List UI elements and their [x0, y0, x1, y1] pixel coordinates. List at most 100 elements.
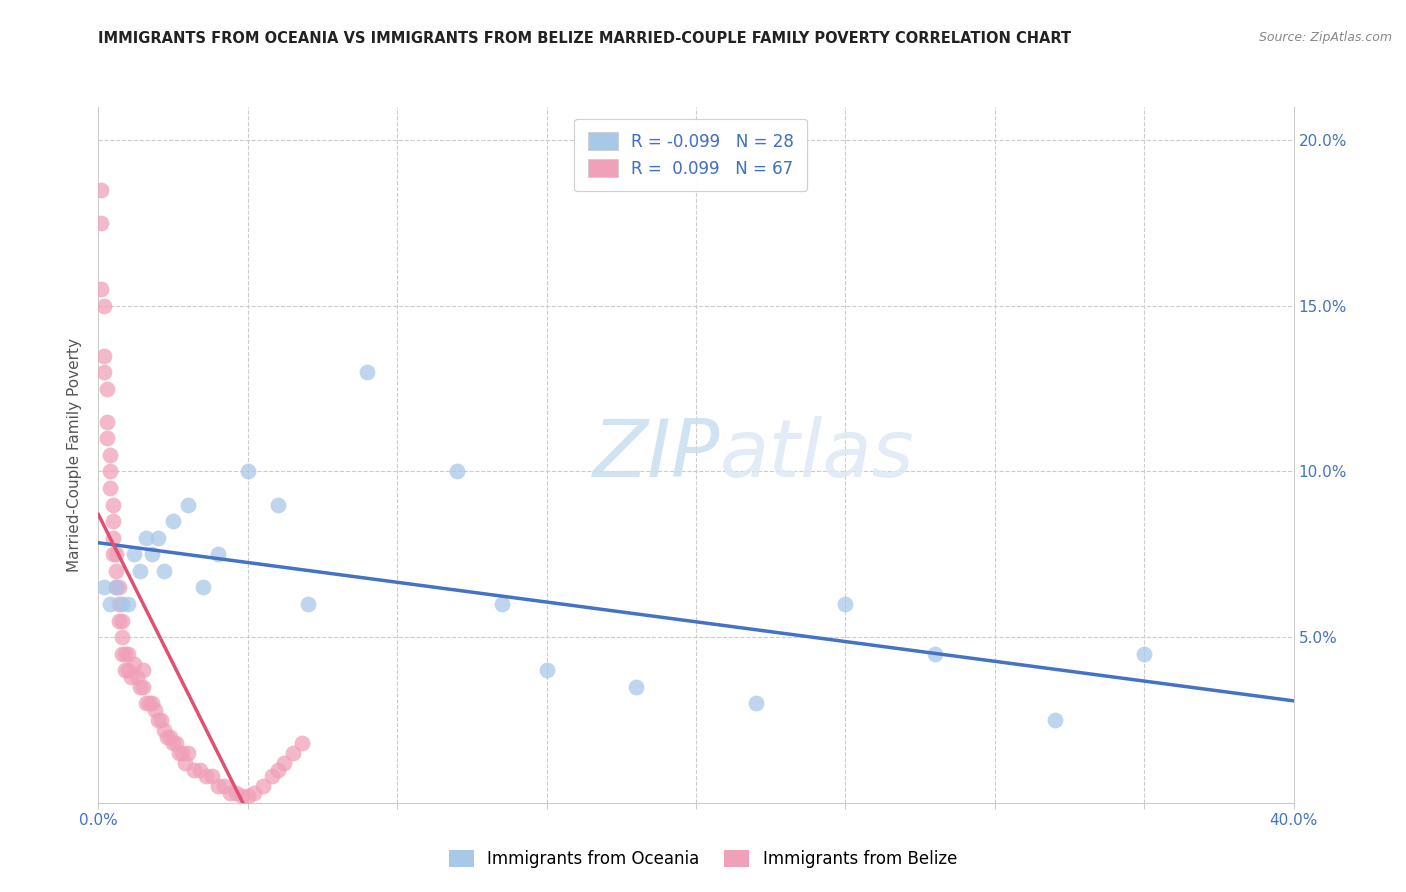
Point — [135, 531, 157, 545]
Point — [148, 531, 170, 545]
Point — [446, 465, 468, 479]
Point — [165, 736, 187, 750]
Point — [111, 614, 134, 628]
Point — [100, 465, 122, 479]
Point — [536, 663, 558, 677]
Point — [236, 789, 259, 804]
Point — [745, 697, 768, 711]
Point — [93, 299, 115, 313]
Point — [103, 498, 125, 512]
Point — [124, 547, 146, 561]
Point — [103, 547, 125, 561]
Point — [1133, 647, 1156, 661]
Point — [105, 581, 128, 595]
Point — [188, 763, 211, 777]
Point — [195, 769, 218, 783]
Point — [167, 746, 190, 760]
Point — [834, 597, 856, 611]
Y-axis label: Married-Couple Family Poverty: Married-Couple Family Poverty — [67, 338, 83, 572]
Point — [117, 597, 139, 611]
Point — [111, 630, 134, 644]
Point — [96, 431, 118, 445]
Point — [135, 697, 157, 711]
Point — [1043, 713, 1066, 727]
Point — [108, 614, 131, 628]
Point — [117, 647, 139, 661]
Point — [491, 597, 513, 611]
Point — [267, 763, 290, 777]
Point — [162, 514, 184, 528]
Point — [111, 647, 134, 661]
Point — [129, 564, 152, 578]
Point — [291, 736, 314, 750]
Point — [138, 697, 160, 711]
Point — [297, 597, 319, 611]
Point — [108, 581, 131, 595]
Point — [207, 547, 229, 561]
Point — [212, 779, 235, 793]
Point — [141, 547, 163, 561]
Text: atlas: atlas — [720, 416, 915, 494]
Point — [127, 670, 149, 684]
Point — [103, 531, 125, 545]
Point — [108, 597, 131, 611]
Point — [924, 647, 946, 661]
Point — [177, 746, 200, 760]
Text: ZIP: ZIP — [592, 416, 720, 494]
Point — [153, 723, 176, 737]
Point — [177, 498, 200, 512]
Point — [141, 697, 163, 711]
Text: IMMIGRANTS FROM OCEANIA VS IMMIGRANTS FROM BELIZE MARRIED-COUPLE FAMILY POVERTY : IMMIGRANTS FROM OCEANIA VS IMMIGRANTS FR… — [98, 31, 1071, 46]
Point — [243, 786, 266, 800]
Point — [231, 789, 253, 804]
Point — [100, 448, 122, 462]
Point — [273, 756, 295, 770]
Point — [148, 713, 170, 727]
Point — [132, 663, 155, 677]
Point — [201, 769, 224, 783]
Point — [156, 730, 179, 744]
Point — [225, 786, 247, 800]
Point — [93, 581, 115, 595]
Legend: R = -0.099   N = 28, R =  0.099   N = 67: R = -0.099 N = 28, R = 0.099 N = 67 — [574, 119, 807, 191]
Point — [105, 547, 128, 561]
Legend: Immigrants from Oceania, Immigrants from Belize: Immigrants from Oceania, Immigrants from… — [443, 843, 963, 875]
Point — [162, 736, 184, 750]
Point — [105, 581, 128, 595]
Point — [219, 786, 242, 800]
Point — [153, 564, 176, 578]
Point — [174, 756, 197, 770]
Point — [93, 349, 115, 363]
Point — [356, 365, 378, 379]
Point — [100, 597, 122, 611]
Point — [626, 680, 648, 694]
Point — [96, 415, 118, 429]
Point — [129, 680, 152, 694]
Point — [267, 498, 290, 512]
Point — [172, 746, 194, 760]
Point — [114, 647, 136, 661]
Point — [252, 779, 274, 793]
Point — [103, 514, 125, 528]
Point — [132, 680, 155, 694]
Point — [191, 581, 214, 595]
Point — [90, 183, 112, 197]
Point — [124, 657, 146, 671]
Point — [281, 746, 304, 760]
Point — [143, 703, 166, 717]
Point — [159, 730, 181, 744]
Text: Source: ZipAtlas.com: Source: ZipAtlas.com — [1258, 31, 1392, 45]
Point — [260, 769, 283, 783]
Point — [111, 597, 134, 611]
Point — [93, 365, 115, 379]
Point — [100, 481, 122, 495]
Point — [183, 763, 205, 777]
Point — [90, 282, 112, 296]
Point — [150, 713, 173, 727]
Point — [114, 663, 136, 677]
Point — [96, 382, 118, 396]
Point — [207, 779, 229, 793]
Point — [90, 216, 112, 230]
Point — [120, 670, 142, 684]
Point — [117, 663, 139, 677]
